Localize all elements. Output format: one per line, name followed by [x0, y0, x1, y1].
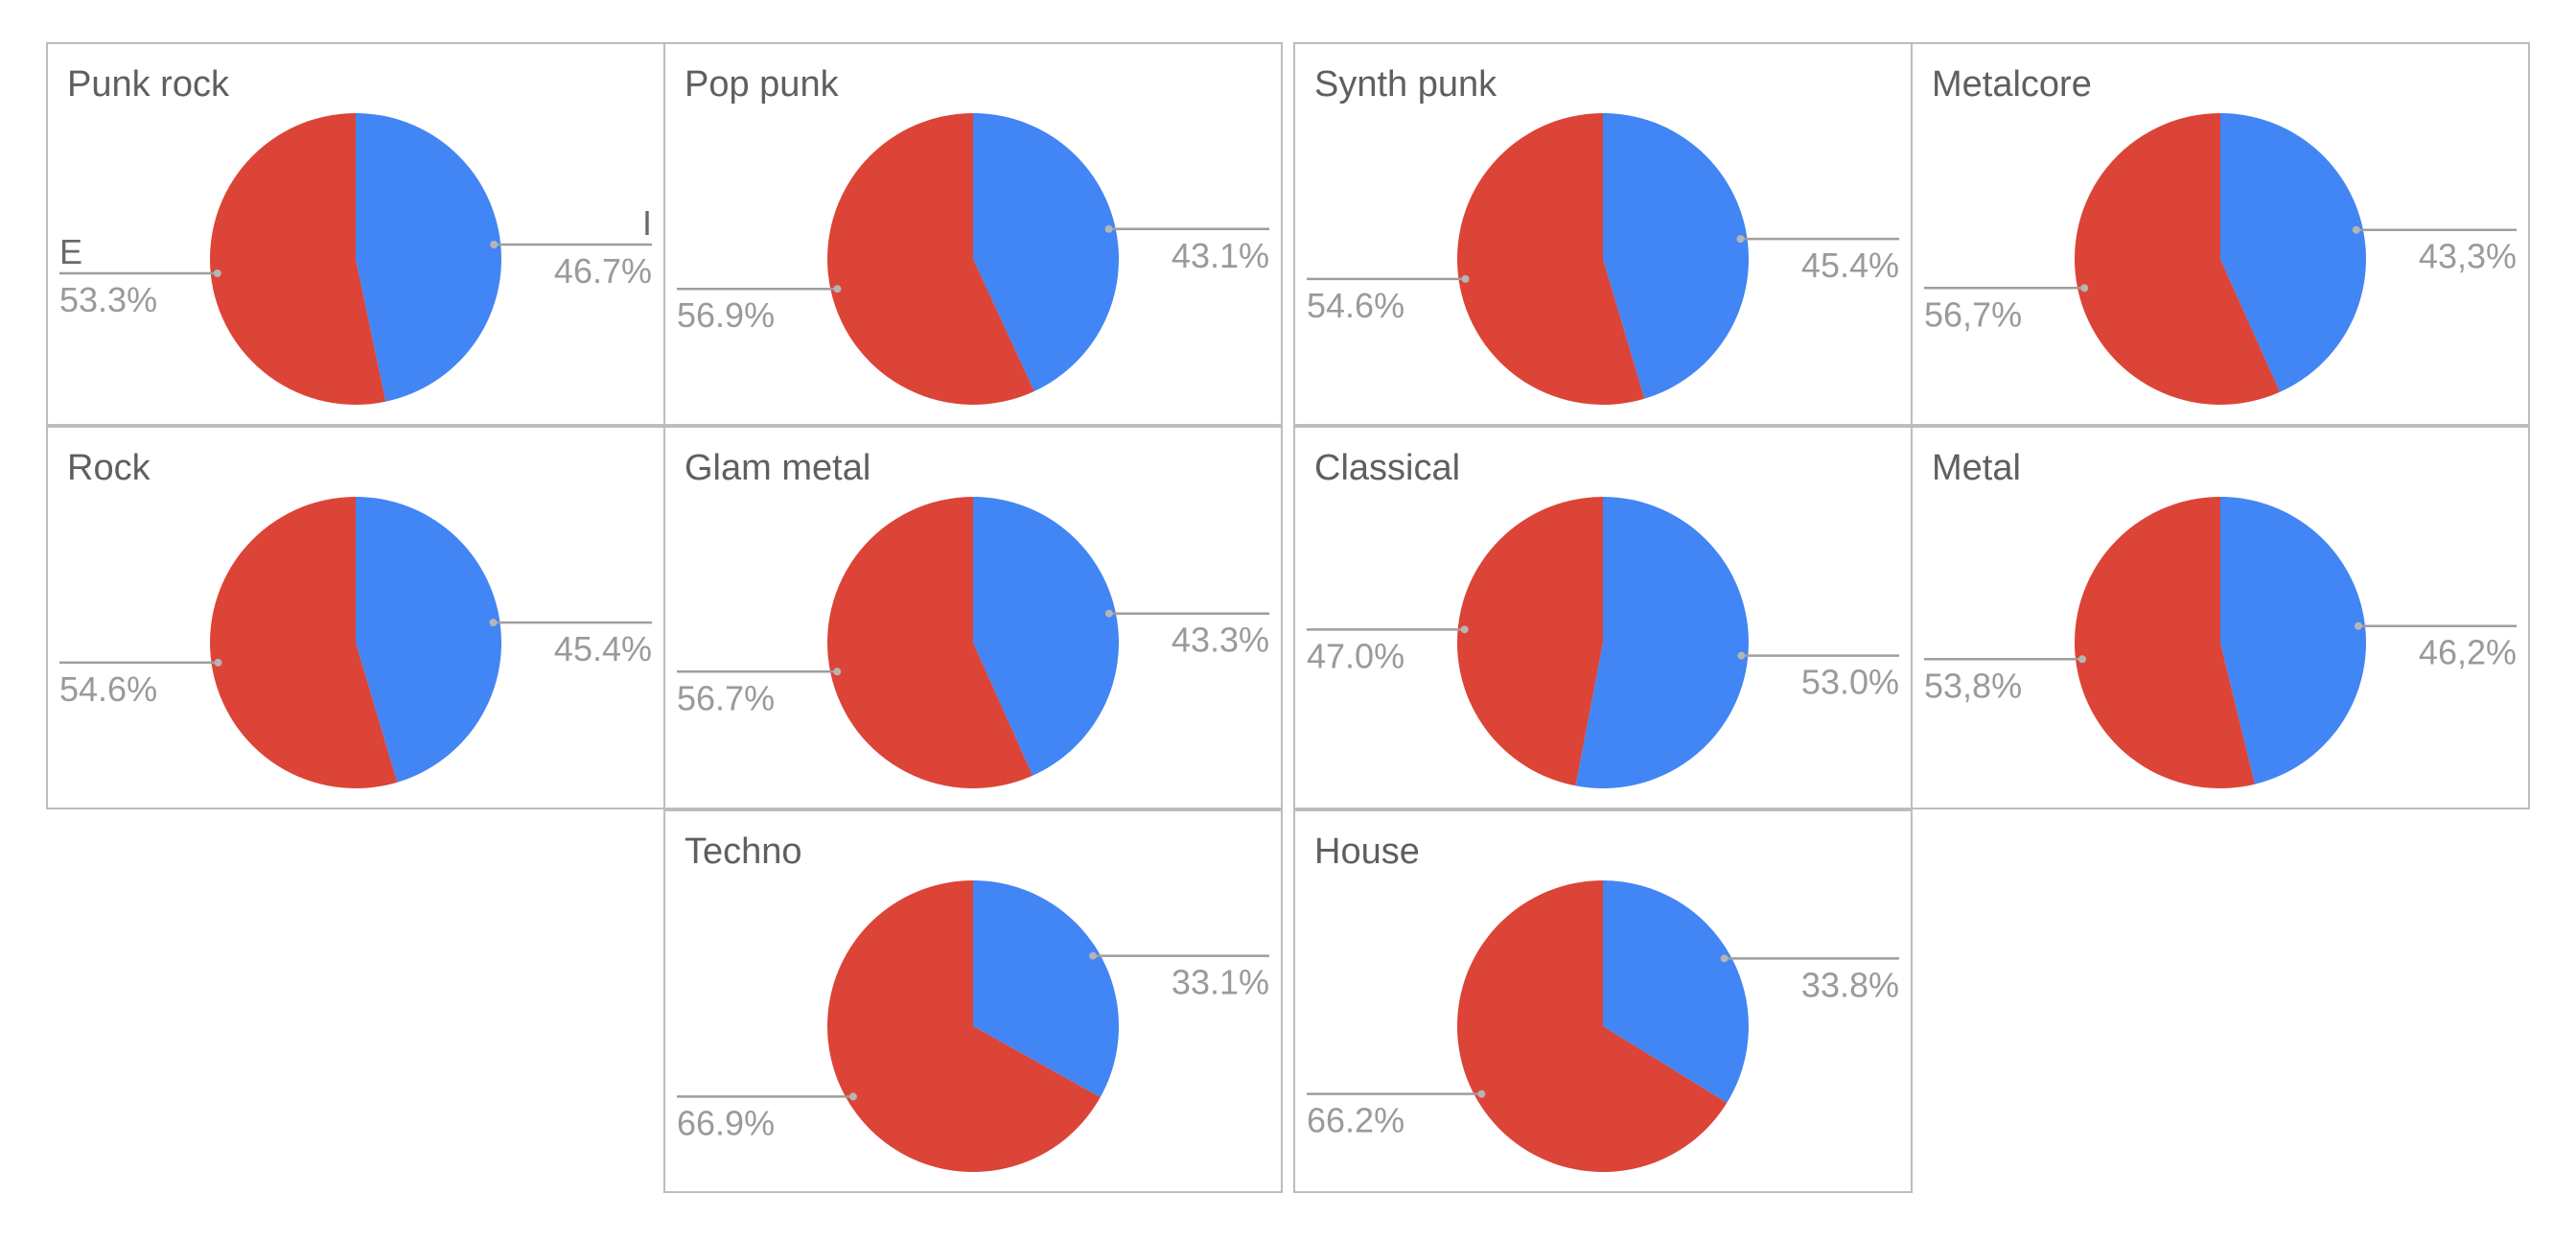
- pie-slice-i: [356, 113, 501, 402]
- pie-slice-i: [356, 497, 502, 783]
- pie-slice-e: [2075, 497, 2255, 788]
- leader-dot: [1737, 651, 1746, 660]
- leader-dot: [1736, 235, 1745, 244]
- pie-slice-i: [1603, 880, 1750, 1103]
- leader-dot: [2078, 655, 2087, 664]
- leader-dot: [1461, 274, 1470, 283]
- pie-slice-i: [2220, 497, 2367, 785]
- pie-panel-metalcore: Metalcore 43,3% 56,7%: [1911, 42, 2530, 426]
- leader-dot: [2352, 225, 2360, 234]
- leader-dot: [1477, 1090, 1486, 1098]
- leader-dot: [833, 668, 842, 676]
- value-label: 33.1%: [1172, 963, 1269, 1002]
- pie-slice-i: [1603, 113, 1750, 399]
- value-label: 66.2%: [1307, 1101, 1404, 1140]
- pie-slice-e: [2074, 113, 2281, 406]
- pie-panel-pop-punk: Pop punk 43.1% 56.9%: [663, 42, 1283, 426]
- value-label: 56.7%: [677, 678, 775, 717]
- value-label: 56.9%: [677, 295, 775, 335]
- pie-slice-i: [973, 113, 1120, 391]
- value-label: 66.9%: [677, 1103, 775, 1142]
- leader-dot: [2354, 621, 2362, 630]
- pie-slice-i: [1575, 497, 1749, 788]
- leader-dot: [1104, 609, 1113, 618]
- value-label: 54.6%: [59, 669, 157, 709]
- value-label: 56,7%: [1924, 294, 2022, 334]
- pie-panel-classical: Classical 53.0% 47.0%: [1293, 426, 1913, 809]
- leader-dot: [214, 658, 222, 667]
- leader-dot: [1460, 625, 1469, 634]
- pie-slice-e: [1457, 880, 1728, 1172]
- value-label: 54.6%: [1307, 286, 1404, 325]
- pie-title: Techno: [685, 832, 802, 872]
- pie-panel-glam-metal: Glam metal 43.3% 56.7%: [663, 426, 1283, 809]
- leader-dot: [1104, 224, 1113, 233]
- value-label: 45.4%: [554, 629, 652, 668]
- pie-title: Glam metal: [685, 448, 870, 488]
- value-label: 43,3%: [2419, 237, 2517, 276]
- pie-slice-i: [973, 880, 1120, 1098]
- leader-dot: [2080, 284, 2089, 293]
- value-label: 53,8%: [1924, 666, 2022, 705]
- value-label: 53.3%: [59, 280, 157, 319]
- pie-slice-e: [826, 497, 1033, 788]
- leader-dot: [1720, 954, 1729, 963]
- value-label: 43.3%: [1172, 621, 1269, 660]
- pie-slice-i: [2220, 113, 2366, 392]
- legend-label: E: [59, 232, 82, 271]
- value-label: 45.4%: [1801, 246, 1899, 285]
- pie-slice-e: [1456, 497, 1603, 786]
- value-label: 53.0%: [1801, 663, 1899, 702]
- pie-slice-e: [1457, 113, 1645, 405]
- pie-panel-metal: Metal 46,2% 53,8%: [1911, 426, 2530, 809]
- value-label: 46.7%: [554, 251, 652, 291]
- pie-panel-rock: Rock 45.4% 54.6%: [46, 426, 665, 809]
- legend-label: I: [642, 203, 652, 243]
- pie-title: Synth punk: [1314, 64, 1497, 105]
- leader-dot: [833, 285, 842, 293]
- leader-dot: [489, 619, 498, 627]
- pie-slice-i: [973, 497, 1119, 776]
- pie-title: Metal: [1932, 448, 2021, 488]
- leader-dot: [213, 269, 221, 278]
- value-label: 46,2%: [2419, 633, 2517, 672]
- pie-title: Pop punk: [685, 64, 840, 105]
- pie-panel-punk-rock: Punk rock 46.7% I 53.3% E: [46, 42, 665, 426]
- pie-title: Punk rock: [67, 64, 230, 105]
- pie-title: House: [1314, 832, 1420, 872]
- pie-panel-house: House 33.8% 66.2%: [1293, 809, 1913, 1193]
- pie-panel-synth-punk: Synth punk 45.4% 54.6%: [1293, 42, 1913, 426]
- leader-dot: [1089, 951, 1098, 960]
- value-label: 33.8%: [1801, 965, 1899, 1004]
- pie-slice-e: [827, 113, 1034, 406]
- pie-slice-e: [827, 880, 1101, 1172]
- pie-title: Metalcore: [1932, 64, 2092, 105]
- leader-dot: [848, 1092, 857, 1101]
- pie-panel-techno: Techno 33.1% 66.9%: [663, 809, 1283, 1193]
- pie-title: Classical: [1314, 448, 1460, 488]
- pie-slice-e: [209, 112, 386, 405]
- pie-title: Rock: [67, 448, 151, 488]
- pie-slice-e: [210, 497, 398, 788]
- value-label: 43.1%: [1172, 236, 1269, 275]
- leader-dot: [490, 240, 499, 248]
- value-label: 47.0%: [1307, 636, 1404, 675]
